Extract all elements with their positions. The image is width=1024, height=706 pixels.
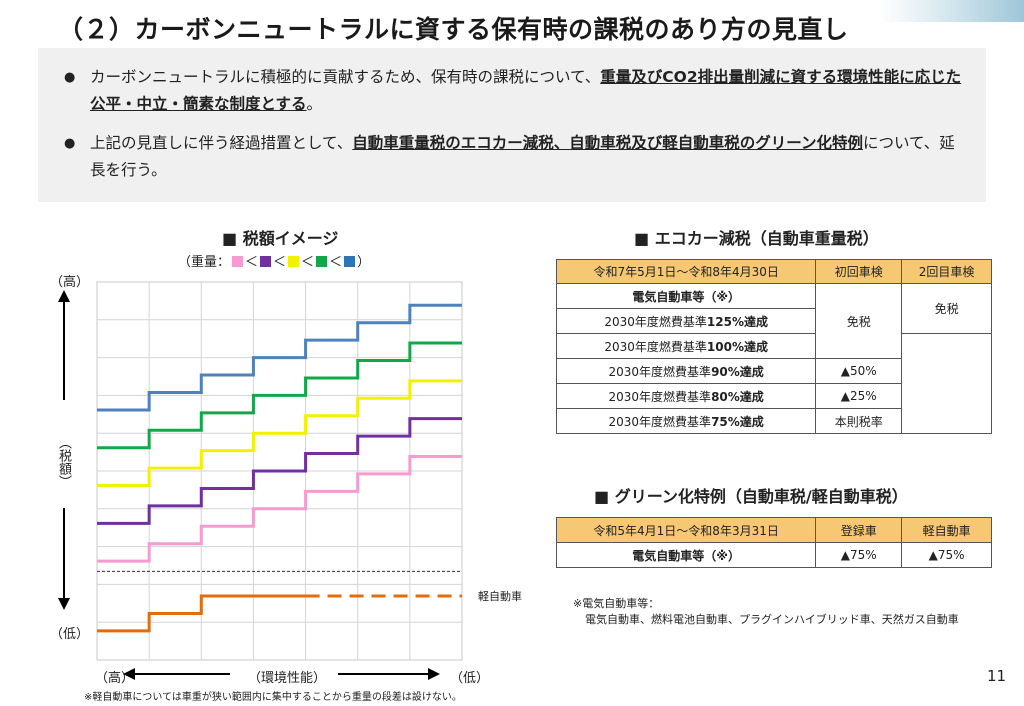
table-row-label: 2030年度燃費基準75%達成 xyxy=(555,408,817,434)
table-col-header: 登録車 xyxy=(815,517,903,543)
bullet-text: 。 xyxy=(306,95,323,113)
bullet-text: カーボンニュートラルに積極的に貢献するため、保有時の課税について、 xyxy=(90,68,601,86)
header-accent-bar xyxy=(880,0,1024,22)
table-cell: 本則税率 xyxy=(815,408,903,434)
table-cell: ▲50% xyxy=(815,358,903,384)
green-table-title: ■ グリーン化特例（自動車税/軽自動車税） xyxy=(594,487,908,506)
page-title: （２）カーボンニュートラルに資する保有時の課税のあり方の見直し xyxy=(58,15,849,44)
x-axis-label: （環境性能） xyxy=(248,671,327,686)
summary-box: ● カーボンニュートラルに積極的に貢献するため、保有時の課税について、重量及びC… xyxy=(38,48,986,202)
table-period-header: 令和7年5月1日～令和8年4月30日 xyxy=(555,259,817,284)
series-line-purple xyxy=(97,417,462,525)
arrow-right-icon xyxy=(428,668,440,680)
table-row-label: 2030年度燃費基準80%達成 xyxy=(555,383,817,409)
green-table: 令和5年4月1日～令和8年3月31日 登録車 軽自動車 電気自動車等（※） ▲7… xyxy=(555,517,992,568)
table-row-label: 2030年度燃費基準90%達成 xyxy=(555,358,817,384)
bullet-emphasis: 自動車重量税のエコカー減税、自動車税及び軽自動車税のグリーン化特例 xyxy=(352,134,863,152)
ecocar-table-title: ■ エコカー減税（自動車重量税） xyxy=(634,229,879,248)
series-line-blue xyxy=(97,303,462,412)
ev-note-heading: ※電気自動車等： xyxy=(573,597,660,610)
x-axis-high-label: （高） xyxy=(95,671,135,686)
legend-green-swatch xyxy=(316,256,328,267)
table-col-header: 軽自動車 xyxy=(901,517,992,543)
legend-purple-swatch xyxy=(260,256,272,267)
x-axis-low-label: （低） xyxy=(450,671,490,686)
legend-blue-swatch xyxy=(344,256,356,267)
series-line-pink xyxy=(97,454,462,563)
series-line-green xyxy=(97,341,462,450)
table-row-label: 2030年度燃費基準125%達成 xyxy=(555,308,817,334)
table-row-label: 電気自動車等（※） xyxy=(555,283,817,309)
plot-area xyxy=(96,281,463,661)
y-axis-high-label: （高） xyxy=(50,275,90,290)
bullet-text: について、延長を行う。 xyxy=(90,134,955,179)
y-axis-low-label: （低） xyxy=(50,627,90,642)
legend-pink-swatch xyxy=(232,256,244,267)
table-cell: ▲75% xyxy=(901,542,992,568)
y-axis-label: （税額） xyxy=(56,436,71,488)
table-row-label: 2030年度燃費基準100%達成 xyxy=(555,333,817,359)
arrow-down-icon xyxy=(58,598,70,610)
page-number: 11 xyxy=(987,667,1007,685)
table-cell: ▲75% xyxy=(815,542,903,568)
chart-footnote: ※軽自動車については車重が狭い範囲内に集中することから重量の段差は設けない。 xyxy=(84,692,462,703)
bullet-text: 上記の見直しに伴う経過措置として、 xyxy=(90,134,353,152)
series-line-yellow xyxy=(97,379,462,488)
table-cell: ▲25% xyxy=(815,383,903,409)
table-col-header: 初回車検 xyxy=(815,259,903,284)
table-col-header: 2回目車検 xyxy=(901,259,992,284)
bullet-emphasis: 重量及びCO2排出量削減に資する環境性能に応じた公平・中立・簡素な制度とする xyxy=(90,68,962,113)
chart-title: ■ 税額イメージ xyxy=(222,229,339,248)
chart-legend: （重量：＜＜＜＜） xyxy=(178,255,371,270)
bullet-dot-icon: ● xyxy=(64,70,76,85)
series-line-軽自動車 xyxy=(97,594,306,633)
table-empty-cell xyxy=(901,333,992,434)
ev-note-body: 電気自動車、燃料電池自動車、プラグインハイブリッド車、天然ガス自動車 xyxy=(585,613,959,626)
table-period-header: 令和5年4月1日～令和8年3月31日 xyxy=(555,517,817,543)
legend-yellow-swatch xyxy=(288,256,300,267)
bullet-dot-icon: ● xyxy=(64,136,76,151)
arrow-up-icon xyxy=(58,290,70,302)
table-row-label: 電気自動車等（※） xyxy=(555,542,817,568)
ecocar-table: 令和7年5月1日～令和8年4月30日 初回車検 2回目車検 電気自動車等（※） … xyxy=(555,259,992,434)
table-cell: 免税 xyxy=(815,283,903,359)
kei-car-label: 軽自動車 xyxy=(478,590,522,603)
table-cell: 免税 xyxy=(901,283,992,334)
